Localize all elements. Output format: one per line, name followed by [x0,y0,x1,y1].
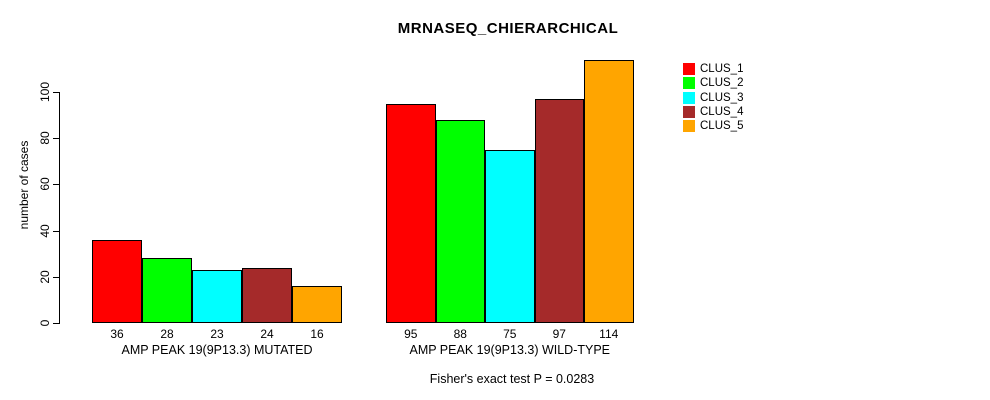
legend-item-clus_5: CLUS_5 [683,119,743,133]
legend-swatch-icon [683,91,695,104]
legend-label: CLUS_5 [700,120,744,133]
y-tick-mark [53,184,59,186]
bar-value-label: 95 [404,327,418,341]
legend-label: CLUS_2 [700,77,744,90]
bar-value-label: 36 [110,327,124,341]
legend-item-clus_1: CLUS_1 [683,62,743,76]
bar-clus_2 [435,119,485,323]
legend-item-clus_3: CLUS_3 [683,91,743,105]
legend-label: CLUS_3 [700,91,744,104]
legend-item-clus_2: CLUS_2 [683,76,743,90]
bar-clus_2 [142,258,192,323]
y-tick-label: 0 [38,319,52,327]
bar-value-label: 97 [552,327,566,341]
footnote: Fisher's exact test P = 0.0283 [429,372,595,386]
bar-value-label: 23 [210,327,224,341]
y-axis-line [59,92,60,324]
y-tick-mark [53,323,59,324]
y-tick-mark [53,92,59,93]
y-tick-mark [53,276,59,278]
y-tick-label: 80 [38,131,52,145]
bar-clus_4 [534,98,584,323]
bar-value-label: 28 [160,327,174,341]
bar-clus_3 [192,269,242,323]
bar-clus_1 [92,239,142,323]
legend-swatch-icon [683,120,695,133]
y-tick-label: 60 [38,177,52,192]
y-tick-label: 40 [38,223,52,238]
legend-swatch-icon [683,63,695,76]
legend-item-clus_4: CLUS_4 [683,105,743,119]
legend: CLUS_1 CLUS_2 CLUS_3 CLUS_4 CLUS_5 [683,62,743,133]
legend-swatch-icon [683,106,695,119]
bar-value-label: 24 [260,327,274,341]
bar-clus_3 [485,149,535,323]
bar-clus_4 [242,267,292,323]
chart-title: MRNASEQ_CHIERARCHICAL [397,20,619,37]
group-label: AMP PEAK 19(9P13.3) WILD-TYPE [409,343,611,357]
y-tick-label: 100 [38,81,52,103]
bar-value-label: 114 [599,327,619,341]
y-tick-mark [53,138,59,140]
legend-label: CLUS_4 [700,106,744,119]
legend-label: CLUS_1 [700,63,744,76]
bar-value-label: 16 [310,327,324,341]
y-tick-label: 20 [38,270,52,284]
bar-value-label: 75 [503,327,517,341]
y-axis-label: number of cases [17,140,31,230]
bar-clus_5 [292,286,342,323]
legend-swatch-icon [683,77,695,90]
bar-value-label: 88 [453,327,467,341]
group-label: AMP PEAK 19(9P13.3) MUTATED [121,343,313,357]
bar-clus_1 [386,103,436,323]
bar-clus_5 [584,59,634,323]
y-tick-mark [53,230,59,232]
